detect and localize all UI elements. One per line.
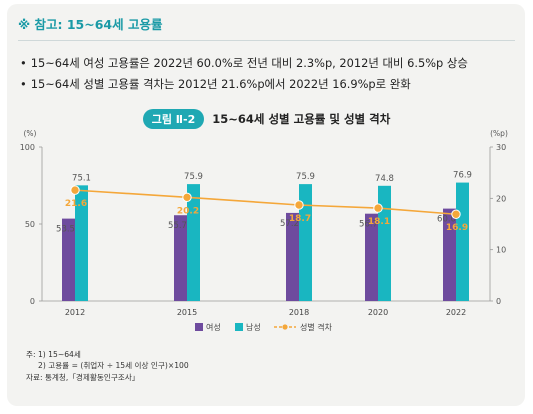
figure-title: 그림 Ⅱ-2 15~64세 성별 고용률 및 성별 격차 <box>0 109 533 129</box>
bar-male-label: 75.9 <box>296 172 315 182</box>
legend-swatch-male <box>235 323 243 331</box>
gap-point-label: 18.1 <box>368 217 390 227</box>
section-title: ※ 참고: 15~64세 고용률 <box>18 17 163 32</box>
bullet-text: 15~64세 성별 고용률 격차는 2012년 21.6%p에서 2022년 1… <box>30 77 411 91</box>
gap-point <box>373 203 383 213</box>
legend-marker-gap <box>282 324 288 330</box>
right-tick-label: 20 <box>496 194 506 203</box>
bullet-gender-gap: • 15~64세 성별 고용률 격차는 2012년 21.6%p에서 2022년 … <box>20 76 411 92</box>
gap-point-label: 20.2 <box>177 206 199 216</box>
bar-female-label: 56.7 <box>359 220 378 230</box>
right-tick-label: 10 <box>496 246 506 255</box>
bullet-dot: • <box>20 77 27 91</box>
bar-female <box>174 215 187 301</box>
left-tick-label: 50 <box>25 220 35 229</box>
gap-point <box>182 192 192 203</box>
gap-point-label: 16.9 <box>446 223 468 233</box>
bullet-female-rate: • 15~64세 여성 고용률은 2022년 60.0%로 전년 대비 2.3%p… <box>20 55 468 71</box>
x-tick-label: 2018 <box>289 308 309 317</box>
x-tick-label: 2020 <box>368 308 388 317</box>
right-tick-label: 30 <box>496 143 506 152</box>
legend-label-male: 남성 <box>246 323 261 332</box>
bar-female <box>62 218 75 301</box>
bar-female <box>286 212 299 301</box>
left-tick-label: 100 <box>20 143 35 152</box>
bar-male <box>299 184 312 301</box>
gap-point <box>451 209 461 219</box>
bar-male <box>378 185 391 301</box>
bar-male <box>75 185 88 301</box>
figure-title-text: 15~64세 성별 고용률 및 성별 격차 <box>212 112 391 126</box>
right-tick-label: 0 <box>496 297 501 306</box>
gap-line <box>74 189 457 216</box>
bar-female-label: 57.2 <box>280 219 299 229</box>
gap-point-label: 21.6 <box>65 199 87 209</box>
left-tick-label: 0 <box>30 297 35 306</box>
gap-point <box>70 185 80 195</box>
gap-point-label: 18.7 <box>289 214 311 224</box>
x-tick-label: 2015 <box>177 308 197 317</box>
bar-male <box>187 184 200 301</box>
gap-point <box>294 200 304 210</box>
bar-female <box>365 213 378 301</box>
bar-male-label: 75.1 <box>72 173 91 183</box>
bar-male-label: 74.8 <box>375 174 394 184</box>
x-tick-label: 2022 <box>446 308 466 317</box>
bar-male <box>456 182 469 301</box>
legend-label-gap: 성별 격차 <box>300 322 333 332</box>
left-unit-label: (%) <box>24 129 37 138</box>
source-note: 자료: 통계청,「경제활동인구조사」 <box>26 373 140 382</box>
bullet-dot: • <box>20 56 27 70</box>
figure-badge: 그림 Ⅱ-2 <box>142 109 205 129</box>
bar-female <box>443 208 456 301</box>
legend-swatch-female <box>195 323 203 331</box>
right-unit-label: (%p) <box>490 129 508 138</box>
bullet-text: 15~64세 여성 고용률은 2022년 60.0%로 전년 대비 2.3%p,… <box>30 56 468 70</box>
section-divider <box>18 40 515 41</box>
legend-label-female: 여성 <box>206 322 221 332</box>
note-1: 주: 1) 15~64세 <box>26 350 81 359</box>
bar-female-label: 53.5 <box>56 225 75 235</box>
note-2: 2) 고용률 = (취업자 ÷ 15세 이상 인구)×100 <box>38 361 189 370</box>
bar-female-label: 55.7 <box>168 221 187 231</box>
x-tick-label: 2012 <box>65 308 85 317</box>
bar-male-label: 76.9 <box>453 171 472 181</box>
bar-male-label: 75.9 <box>184 172 203 182</box>
bar-female-label: 60.0 <box>437 215 456 225</box>
info-panel <box>7 4 525 406</box>
